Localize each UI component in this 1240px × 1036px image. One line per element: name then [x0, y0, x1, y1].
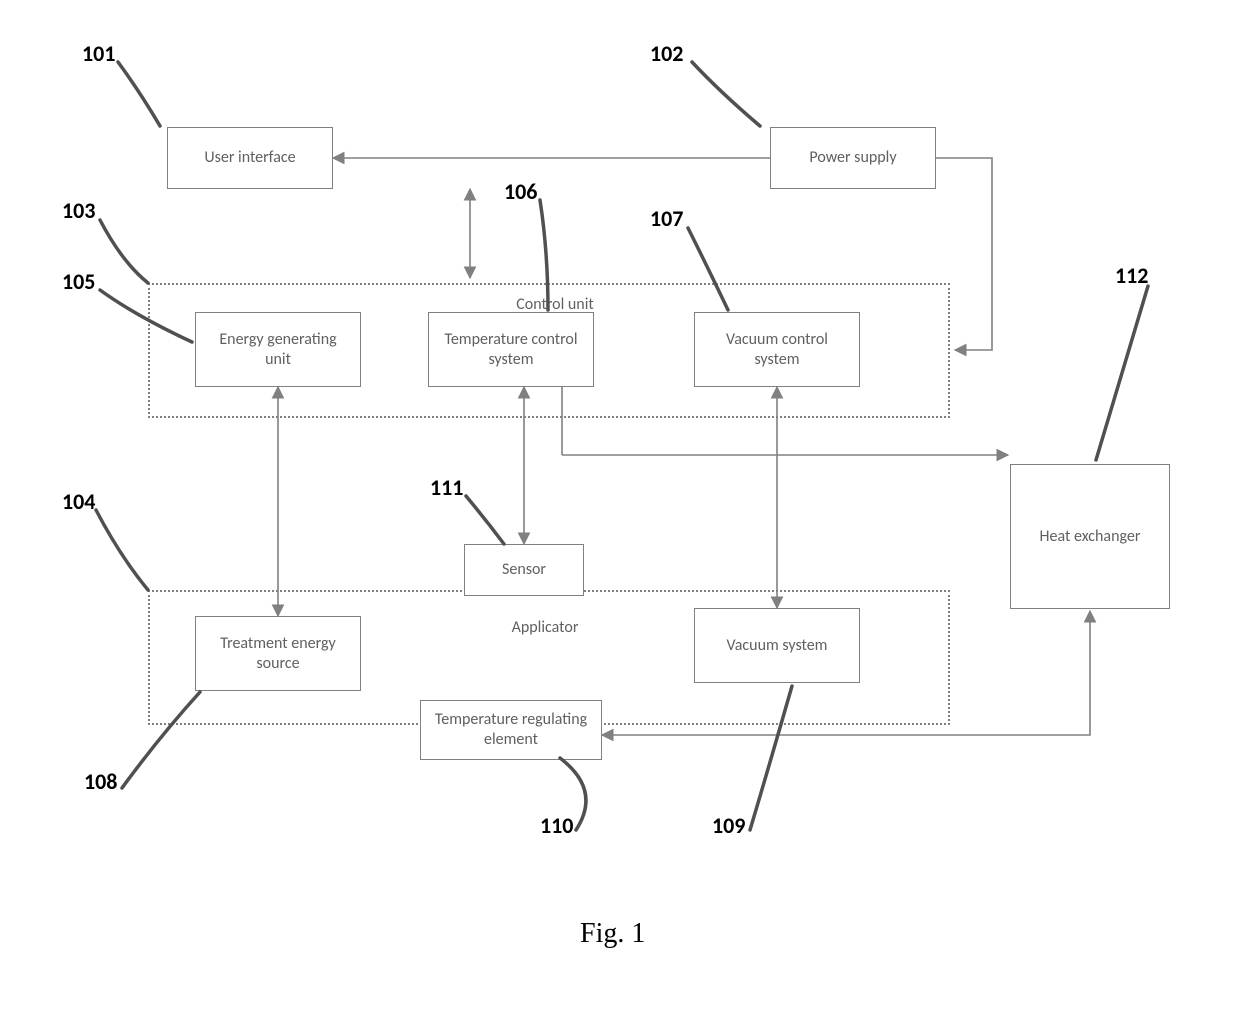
- user-interface-box: User interface: [167, 127, 333, 189]
- vacuum-system-box: Vacuum system: [694, 608, 860, 683]
- ref-label-108: 108: [84, 768, 117, 795]
- energy-generating-unit-box: Energy generating unit: [195, 312, 361, 387]
- treatment-energy-source-box: Treatment energy source: [195, 616, 361, 691]
- sensor-box: Sensor: [464, 544, 584, 596]
- ref-label-112: 112: [1115, 262, 1148, 289]
- ref-label-107: 107: [650, 205, 683, 232]
- ref-label-104: 104: [62, 488, 95, 515]
- ref-label-111: 111: [430, 474, 463, 501]
- ref-label-109: 109: [712, 812, 745, 839]
- diagram-canvas: Control unit Applicator User interface P…: [0, 0, 1240, 1036]
- applicator-label: Applicator: [495, 618, 595, 638]
- heat-exchanger-box: Heat exchanger: [1010, 464, 1170, 609]
- ref-label-106: 106: [504, 178, 537, 205]
- ref-label-110: 110: [540, 812, 573, 839]
- ref-label-101: 101: [82, 40, 115, 67]
- temperature-control-system-box: Temperature control system: [428, 312, 594, 387]
- vacuum-control-system-box: Vacuum control system: [694, 312, 860, 387]
- ref-label-103: 103: [62, 197, 95, 224]
- ref-label-102: 102: [650, 40, 683, 67]
- ref-label-105: 105: [62, 268, 95, 295]
- power-supply-box: Power supply: [770, 127, 936, 189]
- figure-caption: Fig. 1: [580, 918, 645, 950]
- temperature-regulating-elem-box: Temperature regulating element: [420, 700, 602, 760]
